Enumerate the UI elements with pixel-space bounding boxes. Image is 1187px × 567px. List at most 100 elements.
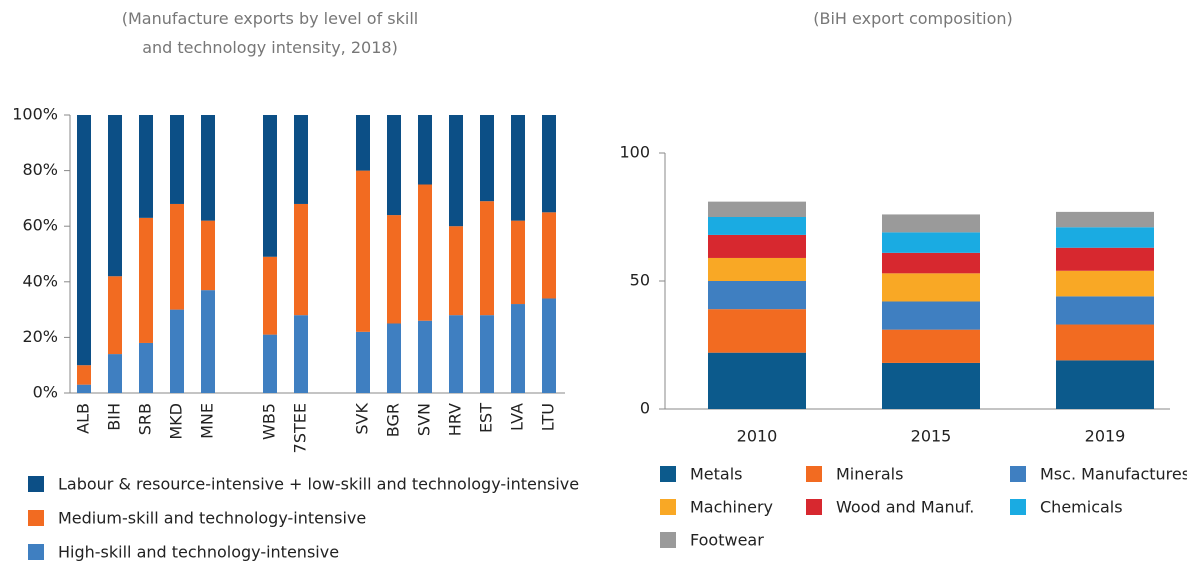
chart-title: (BiH export composition): [813, 9, 1013, 28]
x-tick-label: LTU: [539, 403, 558, 431]
bar-segment: [882, 232, 980, 253]
legend-label: Medium-skill and technology-intensive: [58, 509, 366, 528]
bar-segment: [170, 309, 184, 393]
bar-segment: [356, 115, 370, 171]
y-tick-label: 0%: [33, 383, 58, 402]
bar-segment: [542, 115, 556, 213]
bar-segment: [882, 362, 980, 409]
legend-swatch: [28, 510, 44, 526]
legend-label: Minerals: [836, 465, 903, 484]
legend-label: Machinery: [690, 498, 773, 517]
y-tick-label: 100%: [12, 105, 58, 124]
bar-segment: [170, 203, 184, 310]
bar-segment: [387, 115, 401, 216]
bar-segment: [882, 329, 980, 363]
bar-segment: [294, 315, 308, 393]
legend-swatch: [660, 499, 676, 515]
bar-segment: [294, 115, 308, 204]
chart-title: (Manufacture exports by level of skill a…: [121, 9, 419, 57]
bar-segment: [387, 215, 401, 324]
bar-segment: [708, 257, 806, 281]
bar-segment: [708, 281, 806, 310]
x-tick-label: LVA: [508, 403, 527, 431]
x-tick-label: MKD: [167, 403, 186, 440]
bar-segment: [139, 115, 153, 218]
bar-segment: [294, 203, 308, 316]
legend-label: Labour & resource-intensive + low-skill …: [58, 475, 579, 494]
x-tick-label: HRV: [446, 403, 465, 436]
x-tick-label: ALB: [74, 403, 93, 434]
legend-swatch: [28, 476, 44, 492]
legend-label: Footwear: [690, 531, 764, 550]
legend-label: Wood and Manuf.: [836, 498, 974, 517]
bar-segment: [511, 115, 525, 221]
bar-segment: [1056, 227, 1154, 248]
legend-swatch: [660, 466, 676, 482]
x-tick-label: BGR: [384, 403, 403, 437]
bar-segment: [1056, 211, 1154, 228]
bar-segment: [263, 256, 277, 335]
bar-segment: [882, 252, 980, 274]
y-tick-label: 100: [619, 143, 650, 162]
legend-swatch: [806, 466, 822, 482]
bar-segment: [542, 212, 556, 299]
x-tick-label: 2015: [911, 427, 952, 446]
x-tick-label: BIH: [105, 403, 124, 431]
y-tick-label: 80%: [22, 160, 58, 179]
x-tick-label: 2019: [1085, 427, 1126, 446]
legend-label: Chemicals: [1040, 498, 1123, 517]
bar-segment: [263, 115, 277, 257]
bar-segment: [708, 201, 806, 217]
bar-segment: [511, 220, 525, 305]
bar-segment: [449, 115, 463, 227]
bar-segment: [139, 342, 153, 393]
bar-segment: [263, 334, 277, 393]
legend-label: High-skill and technology-intensive: [58, 543, 339, 562]
bar-segment: [708, 217, 806, 235]
bar-segment: [882, 273, 980, 302]
bar-segment: [201, 220, 215, 291]
legend-swatch: [1010, 499, 1026, 515]
x-tick-label: EST: [477, 403, 496, 433]
bar-segment: [418, 115, 432, 185]
bar-segment: [356, 331, 370, 393]
legend-swatch: [660, 532, 676, 548]
bar-segment: [108, 115, 122, 277]
bar-segment: [77, 384, 91, 393]
bar-segment: [449, 315, 463, 393]
bar-segment: [77, 365, 91, 385]
x-tick-label: SVK: [353, 402, 372, 434]
bar-segment: [1056, 324, 1154, 361]
y-tick-label: 40%: [22, 271, 58, 290]
bar-segment: [201, 290, 215, 393]
bar-segment: [480, 115, 494, 202]
bar-segment: [542, 298, 556, 393]
bar-segment: [708, 309, 806, 353]
bar-segment: [708, 234, 806, 258]
bar-segment: [170, 115, 184, 204]
x-tick-label: MNE: [198, 403, 217, 439]
bar-segment: [108, 354, 122, 393]
bar-segment: [356, 170, 370, 332]
x-tick-label: SRB: [136, 403, 155, 435]
bar-segment: [449, 226, 463, 316]
legend-label: Metals: [690, 465, 743, 484]
x-tick-label: 7STEE: [291, 403, 310, 453]
bar-segment: [1056, 360, 1154, 409]
legend-swatch: [806, 499, 822, 515]
bar-segment: [108, 276, 122, 355]
x-tick-label: WB5: [260, 403, 279, 440]
bar-segment: [882, 214, 980, 233]
bar-segment: [480, 315, 494, 393]
y-tick-label: 50: [630, 271, 650, 290]
bar-segment: [387, 323, 401, 393]
bar-segment: [708, 352, 806, 409]
legend-label: Msc. Manufactures: [1040, 465, 1187, 484]
bar-segment: [480, 201, 494, 316]
bar-segment: [511, 304, 525, 393]
bar-segment: [1056, 270, 1154, 297]
bar-segment: [139, 217, 153, 343]
legend-swatch: [1010, 466, 1026, 482]
